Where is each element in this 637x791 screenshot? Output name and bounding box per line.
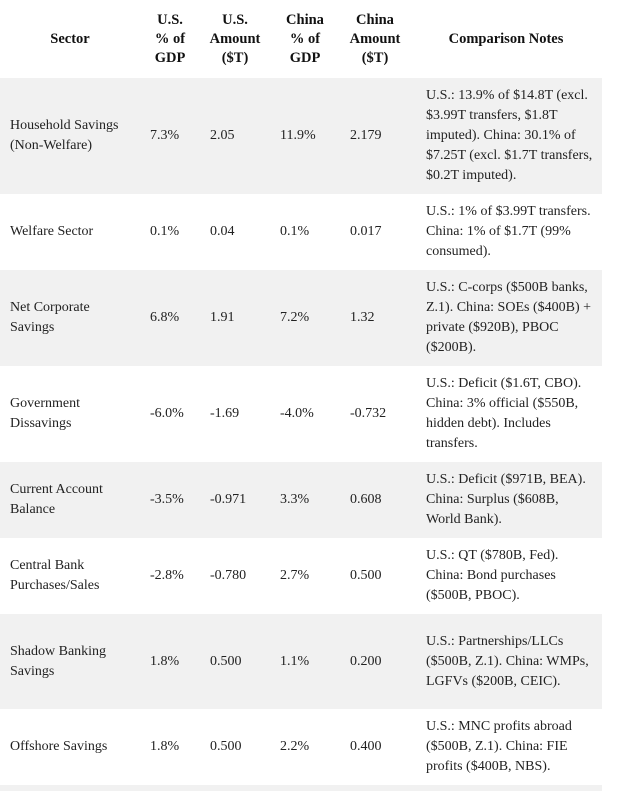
us-amount-cell: 2.05 <box>200 78 270 194</box>
us-pct-gdp-cell: 1.8% <box>140 614 200 709</box>
sector-cell: Offshore Savings <box>10 739 108 754</box>
sector-cell: Central Bank Purchases/Sales <box>10 558 100 593</box>
notes-cell: U.S.: 13.9% of $14.8T (excl. $3.99T tran… <box>410 78 602 194</box>
notes-cell: U.S.: 1% of $3.99T transfers. China: 1% … <box>426 204 591 259</box>
table-row: Offshore Savings 1.8% 0.500 2.2% 0.400 U.S.: … <box>0 709 602 785</box>
notes-cell: U.S.: MNC profits abroad ($500B, Z.1). C… <box>426 719 572 774</box>
china-amount-cell: 0.500 <box>350 568 382 583</box>
china-pct-gdp-cell: 2.7% <box>280 568 310 583</box>
sector-cell: Government Dissavings <box>10 396 80 431</box>
china-amount-cell: 0.608 <box>340 462 410 538</box>
table-row: Central Bank Purchases/Sales -2.8% -0.780 2… <box>0 538 602 614</box>
header-line: ($T) <box>361 49 389 66</box>
us-pct-gdp-cell: 0.1% <box>150 224 180 239</box>
us-amount-cell: 0.04 <box>210 224 235 239</box>
sector-cell: Net Corporate Savings <box>0 270 140 366</box>
header-line: GDP <box>289 49 321 66</box>
china-pct-gdp-cell: 2.2% <box>280 739 310 754</box>
us-pct-gdp-cell: 7.3% <box>140 78 200 194</box>
china-amount-cell: 0.200 <box>340 614 410 709</box>
china-pct-gdp-cell: 11.9% <box>270 78 340 194</box>
header-sector: Sector <box>0 0 140 78</box>
header-us-pct-gdp: U.S. % of GDP <box>140 0 200 78</box>
china-pct-gdp-cell: 7.2% <box>270 270 340 366</box>
us-amount-cell: 0.500 <box>210 739 242 754</box>
china-pct-gdp-cell: 3.3% <box>270 462 340 538</box>
table-row: Government Dissavings -6.0% -1.69 -4.0% -0.7… <box>0 366 602 462</box>
us-amount-cell: 1.91 <box>200 270 270 366</box>
header-line: Sector <box>50 30 90 47</box>
header-line: % of <box>154 30 186 47</box>
china-pct-gdp-cell: -4.0% <box>280 406 314 421</box>
us-amount-cell: 0.500 <box>200 614 270 709</box>
sector-cell: Shadow Banking Savings <box>0 614 140 709</box>
header-line: China <box>356 11 394 28</box>
header-line: Amount <box>209 30 261 47</box>
table-header-row: Sector U.S. % of GDP U.S. Amount ($T) China % of… <box>0 0 602 78</box>
china-amount-cell: 1.32 <box>340 270 410 366</box>
header-line: U.S. <box>157 11 183 28</box>
table-row: Current Account Balance -3.5% -0.971 3.3% 0.… <box>0 462 602 538</box>
header-us-amount: U.S. Amount ($T) <box>200 0 270 78</box>
header-china-amount: China Amount ($T) <box>340 0 410 78</box>
china-amount-cell: -0.732 <box>350 406 387 421</box>
header-line: U.S. <box>222 11 248 28</box>
sector-cell: Current Account Balance <box>0 462 140 538</box>
sector-cell: Household Savings (Non-Welfare) <box>0 78 140 194</box>
notes-cell: U.S.: Partnerships/LLCs ($500B, Z.1). Ch… <box>410 614 602 709</box>
china-pct-gdp-cell: 0.1% <box>280 224 310 239</box>
sector-cell: Welfare Sector <box>10 224 94 239</box>
table-row: Net Corporate Savings 6.8% 1.91 7.2% 1.32 U.S… <box>0 270 602 366</box>
us-pct-gdp-cell: -6.0% <box>150 406 184 421</box>
header-line: Comparison Notes <box>448 30 564 47</box>
table-bottom-stripe <box>0 785 602 791</box>
notes-cell: U.S.: Deficit ($971B, BEA). China: Surpl… <box>410 462 602 538</box>
us-pct-gdp-cell: -2.8% <box>150 568 184 583</box>
header-line: ($T) <box>221 49 249 66</box>
china-amount-cell: 0.400 <box>350 739 382 754</box>
us-pct-gdp-cell: 1.8% <box>150 739 180 754</box>
header-line: Amount <box>349 30 401 47</box>
us-pct-gdp-cell: 6.8% <box>140 270 200 366</box>
savings-comparison-table: Sector U.S. % of GDP U.S. Amount ($T) China % of… <box>0 0 602 785</box>
table-row: Welfare Sector 0.1% 0.04 0.1% 0.017 U.S.: 1% … <box>0 194 602 270</box>
china-amount-cell: 2.179 <box>340 78 410 194</box>
table-row: Shadow Banking Savings 1.8% 0.500 1.1% 0.200… <box>0 614 602 709</box>
table-row: Household Savings (Non-Welfare) 7.3% 2.05 1… <box>0 78 602 194</box>
header-line: GDP <box>154 49 186 66</box>
us-amount-cell: -0.971 <box>200 462 270 538</box>
notes-cell: U.S.: Deficit ($1.6T, CBO). China: 3% of… <box>426 376 582 451</box>
us-amount-cell: -1.69 <box>210 406 240 421</box>
notes-cell: U.S.: C-corps ($500B banks, Z.1). China:… <box>410 270 602 366</box>
china-pct-gdp-cell: 1.1% <box>270 614 340 709</box>
header-line: % of <box>289 30 321 47</box>
header-line: China <box>286 11 324 28</box>
us-amount-cell: -0.780 <box>210 568 247 583</box>
us-pct-gdp-cell: -3.5% <box>140 462 200 538</box>
header-comparison-notes: Comparison Notes <box>410 0 602 78</box>
notes-cell: U.S.: QT ($780B, Fed). China: Bond purch… <box>426 548 559 603</box>
header-china-pct-gdp: China % of GDP <box>270 0 340 78</box>
china-amount-cell: 0.017 <box>350 224 382 239</box>
